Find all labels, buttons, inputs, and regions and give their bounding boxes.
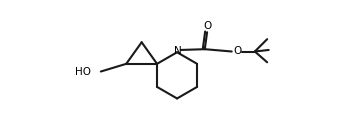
Text: O: O [204,21,212,31]
Text: N: N [174,46,182,56]
Text: O: O [233,46,241,56]
Text: HO: HO [75,66,91,77]
